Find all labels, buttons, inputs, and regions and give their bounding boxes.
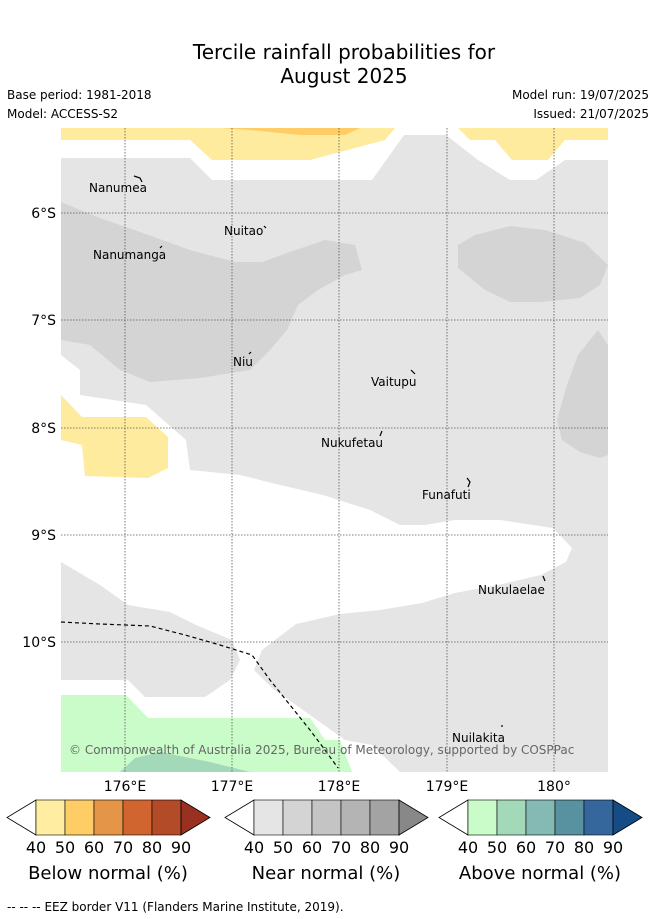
colorbar-near: 40 50 60 70 80 90 — [224, 799, 429, 857]
lon-label-179e: 179°E — [426, 779, 469, 795]
colorbar-above-tick-40: 40 — [458, 838, 478, 857]
colorbar-near-under-arrow — [224, 799, 255, 836]
colorbar-label-below: Below normal (%) — [28, 863, 188, 884]
copyright-notice: © Commonwealth of Australia 2025, Bureau… — [69, 743, 574, 757]
colorbar-below-over-arrow — [180, 799, 211, 836]
above-normal-50-region — [120, 752, 250, 772]
lat-label-8s: 8°S — [31, 421, 56, 437]
title-line-2: August 2025 — [280, 64, 408, 88]
colorbar-near-tick-50: 50 — [273, 838, 293, 857]
lat-label-10s: 10°S — [22, 635, 56, 651]
colorbar-above-under-arrow — [438, 799, 469, 836]
colorbar-above-over-arrow — [612, 799, 643, 836]
colorbar-above: 40 50 60 70 80 90 — [438, 799, 643, 857]
colorbar-below-tick-40: 40 — [26, 838, 46, 857]
below-normal-40-region-west — [61, 395, 168, 478]
colorbar-below-segment-40 — [35, 799, 66, 836]
colorbar-below-under-arrow — [6, 799, 37, 836]
colorbar-near-over-arrow — [398, 799, 429, 836]
colorbar-below-segment-80 — [151, 799, 182, 836]
title-line-1: Tercile rainfall probabilities for — [192, 40, 496, 64]
place-label-nukulaelae: Nukulaelae — [478, 583, 545, 597]
colorbar-above-tick-70: 70 — [545, 838, 565, 857]
place-label-nanumanga: Nanumanga — [93, 248, 166, 262]
model-run: Model run: 19/07/2025 — [511, 88, 649, 102]
colorbar-below-tick-70: 70 — [113, 838, 133, 857]
place-label-nanumea: Nanumea — [89, 181, 147, 195]
colorbar-label-above: Above normal (%) — [458, 863, 622, 884]
issued-date: Issued: 21/07/2025 — [533, 107, 649, 121]
colorbar-above-segment-80 — [583, 799, 614, 836]
lat-label-6s: 6°S — [31, 206, 56, 222]
colorbar-below-tick-50: 50 — [55, 838, 75, 857]
place-label-nukufetau: Nukufetau — [321, 436, 383, 450]
eez-legend-symbol: -- -- -- — [7, 900, 41, 914]
colorbar-above-segment-60 — [525, 799, 556, 836]
colorbar-below-tick-90: 90 — [171, 838, 191, 857]
colorbar-above-tick-50: 50 — [487, 838, 507, 857]
colorbar-above-tick-80: 80 — [574, 838, 594, 857]
lat-label-9s: 9°S — [31, 528, 56, 544]
colorbar-above-segment-50 — [496, 799, 527, 836]
below-normal-40-region-top-east — [458, 128, 608, 160]
colorbar-below-tick-80: 80 — [142, 838, 162, 857]
place-label-funafuti: Funafuti — [422, 488, 471, 502]
lat-label-7s: 7°S — [31, 313, 56, 329]
near-normal-50-region-east — [557, 330, 608, 458]
eez-border-line — [61, 621, 339, 769]
below-normal-50-region-top — [220, 128, 360, 135]
colorbar-near-segment-70 — [340, 799, 371, 836]
place-label-niu: Niu — [233, 355, 253, 369]
model-name: Model: ACCESS-S2 — [7, 107, 119, 121]
above-normal-40-region — [61, 695, 352, 772]
place-label-nuilakita: Nuilakita — [452, 731, 505, 745]
base-period: Base period: 1981-2018 — [7, 88, 152, 102]
map-area: Nanumea Nuitao Nanumanga Niu Vaitupu Nuk… — [61, 128, 608, 772]
gridlines — [61, 128, 608, 772]
colorbar-below-segment-60 — [93, 799, 124, 836]
colorbar-near-segment-60 — [311, 799, 342, 836]
colorbar-near-tick-90: 90 — [389, 838, 409, 857]
lon-label-178e: 178°E — [318, 779, 361, 795]
lon-label-180: 180° — [537, 779, 571, 795]
colorbar-label-near: Near normal (%) — [251, 863, 401, 884]
colorbar-near-tick-80: 80 — [360, 838, 380, 857]
colorbar-below-segment-50 — [64, 799, 95, 836]
below-normal-40-region-top-west — [61, 128, 395, 160]
colorbar-above-segment-70 — [554, 799, 585, 836]
place-label-nuitao: Nuitao — [224, 224, 263, 238]
near-normal-40-region-south — [61, 562, 240, 697]
eez-legend: -- -- -- EEZ border V11 (Flanders Marine… — [7, 900, 344, 914]
colorbar-near-segment-40 — [253, 799, 284, 836]
page-title: Tercile rainfall probabilities for Augus… — [0, 40, 655, 88]
colorbar-near-segment-50 — [282, 799, 313, 836]
place-label-vaitupu: Vaitupu — [371, 375, 417, 389]
lon-label-177e: 177°E — [211, 779, 254, 795]
near-normal-50-region-west — [61, 202, 362, 382]
colorbar-near-segment-80 — [369, 799, 400, 836]
colorbar-below: 40 50 60 70 80 90 — [6, 799, 211, 857]
colorbar-above-tick-90: 90 — [603, 838, 623, 857]
colorbar-above-tick-60: 60 — [516, 838, 536, 857]
eez-legend-text: EEZ border V11 (Flanders Marine Institut… — [44, 900, 344, 914]
near-normal-50-region-east-top — [458, 226, 608, 302]
colorbar-near-tick-40: 40 — [244, 838, 264, 857]
colorbar-near-tick-70: 70 — [331, 838, 351, 857]
island-marks — [133, 175, 546, 727]
colorbar-below-tick-60: 60 — [84, 838, 104, 857]
colorbar-near-tick-60: 60 — [302, 838, 322, 857]
colorbars: 40 50 60 70 80 90 40 50 60 70 80 90 40 50 60 70 80 90 — [6, 799, 643, 857]
colorbar-above-segment-40 — [467, 799, 498, 836]
lon-label-176e: 176°E — [104, 779, 147, 795]
colorbar-below-segment-70 — [122, 799, 153, 836]
